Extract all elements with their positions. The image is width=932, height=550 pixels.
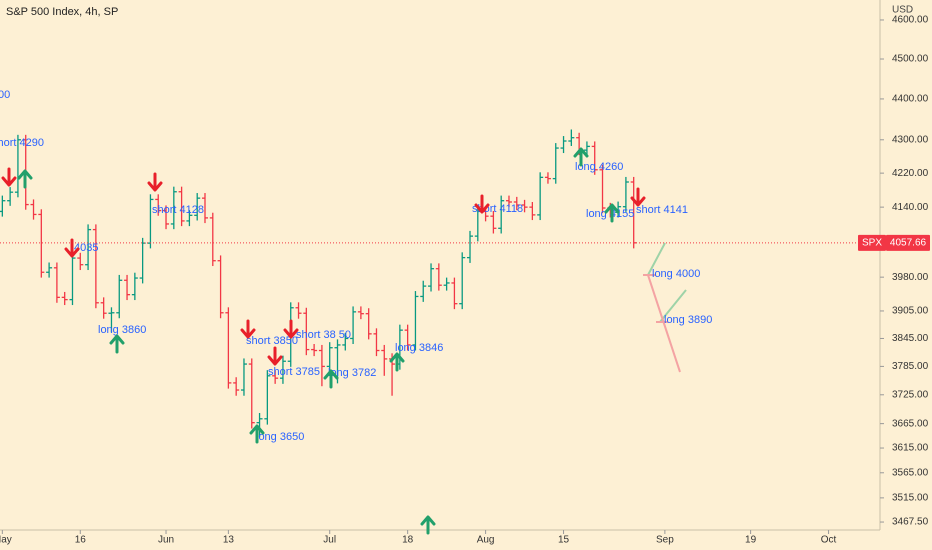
annotation: short 38 50 xyxy=(296,329,351,341)
up-arrow xyxy=(249,424,265,444)
x-tick-label: 13 xyxy=(223,535,235,546)
x-tick-label: 18 xyxy=(402,535,414,546)
y-tick-label: 3565.00 xyxy=(892,467,929,478)
y-tick-label: 3665.00 xyxy=(892,418,929,429)
annotation: long 3846 xyxy=(395,342,443,354)
y-tick-label: 4500.00 xyxy=(892,54,929,65)
annotation: long 3782 xyxy=(328,367,376,379)
annotation: long 3860 xyxy=(98,324,146,336)
x-tick-label: Jul xyxy=(323,535,336,546)
y-tick-label: 3725.00 xyxy=(892,389,929,400)
down-arrow xyxy=(240,319,256,339)
drawing-line xyxy=(659,289,687,323)
annotation: short 4118 xyxy=(472,203,523,215)
currency: USD xyxy=(892,5,913,16)
x-tick-label: May xyxy=(0,535,12,546)
annotation: 00 xyxy=(0,89,10,101)
drawing-line xyxy=(647,274,681,373)
up-arrow xyxy=(389,352,405,372)
drawing-line xyxy=(647,242,666,276)
y-tick-label: 4140.00 xyxy=(892,202,929,213)
price-name-box xyxy=(858,234,886,251)
down-arrow xyxy=(267,346,283,366)
annotation: long 3890 xyxy=(664,314,712,326)
y-tick-label: 3467.50 xyxy=(892,517,929,528)
up-arrow xyxy=(109,334,125,354)
x-tick-label: 15 xyxy=(558,535,570,546)
down-arrow xyxy=(630,187,646,207)
y-tick-label: 4220.00 xyxy=(892,168,929,179)
down-arrow xyxy=(474,194,490,214)
y-tick-label: 3905.00 xyxy=(892,306,929,317)
y-tick-label: 3785.00 xyxy=(892,361,929,372)
down-arrow xyxy=(147,172,163,192)
annotation: 4035 xyxy=(74,242,98,254)
up-arrow xyxy=(420,515,436,535)
x-tick-label: Sep xyxy=(656,535,674,546)
axis: 4600.00 4500.00 4400.00 4300.00 4220.00 4140.… xyxy=(0,15,929,546)
y-tick-label: 4600.00 xyxy=(892,15,929,26)
x-tick-label: Oct xyxy=(821,535,837,546)
price-value: 4057.66 xyxy=(890,237,927,248)
up-arrow xyxy=(17,169,33,189)
y-tick-label: 4300.00 xyxy=(892,134,929,145)
x-tick-label: Jun xyxy=(158,535,174,546)
y-tick-label: 3515.00 xyxy=(892,493,929,504)
price-name: SPX xyxy=(862,237,882,248)
y-tick-label: 3615.00 xyxy=(892,443,929,454)
annotation: short 3850 xyxy=(246,335,298,347)
chart-title: S&P 500 Index, 4h, SP xyxy=(6,6,118,18)
y-tick-label: 4400.00 xyxy=(892,94,929,105)
annotation: long 4155 xyxy=(586,208,634,220)
down-arrow xyxy=(283,319,299,339)
up-arrow xyxy=(573,147,589,167)
y-tick-label: 3980.00 xyxy=(892,272,929,283)
price-value-box xyxy=(886,234,930,251)
annotation: short 3785 xyxy=(268,366,320,378)
down-arrow xyxy=(64,238,80,258)
annotation: short 4128 xyxy=(152,204,204,216)
annotation: short 4141 xyxy=(636,204,688,216)
annotation: long 4260 xyxy=(575,161,623,173)
y-tick-label: 3845.00 xyxy=(892,333,929,344)
x-tick-label: 19 xyxy=(745,535,757,546)
up-arrow xyxy=(323,369,339,389)
x-tick-label: 16 xyxy=(75,535,87,546)
x-tick-label: Aug xyxy=(477,535,495,546)
annotation: long 4000 xyxy=(652,268,700,280)
annotation: short 4290 xyxy=(0,137,44,149)
up-arrow xyxy=(604,203,620,223)
annotation: long 3650 xyxy=(256,431,304,443)
down-arrow xyxy=(1,167,17,187)
